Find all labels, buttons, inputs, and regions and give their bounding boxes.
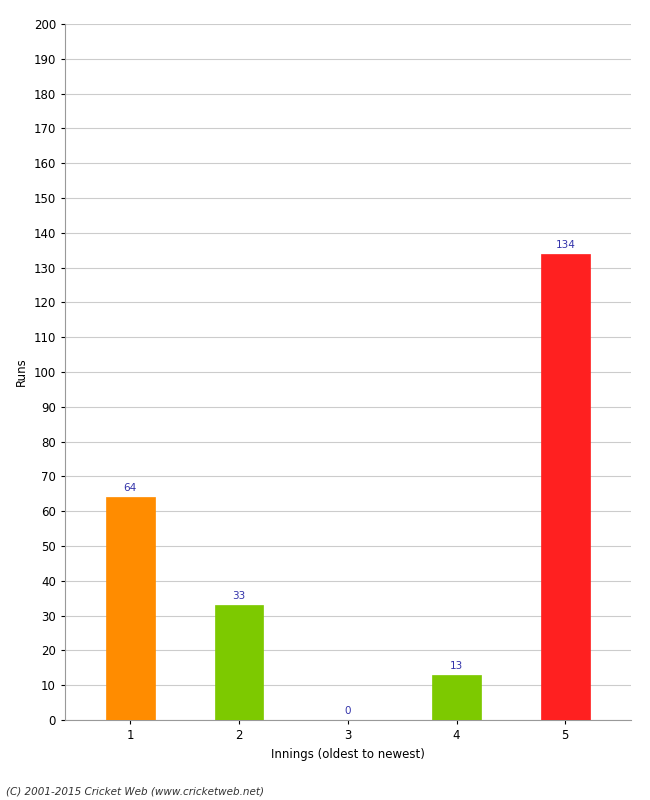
X-axis label: Innings (oldest to newest): Innings (oldest to newest) [271,747,424,761]
Text: 13: 13 [450,661,463,670]
Bar [214,605,263,720]
Text: (C) 2001-2015 Cricket Web (www.cricketweb.net): (C) 2001-2015 Cricket Web (www.cricketwe… [6,786,265,796]
Text: 33: 33 [233,591,246,601]
Bar [541,254,590,720]
Text: 64: 64 [124,483,137,493]
Bar [106,498,155,720]
Text: 134: 134 [555,239,575,250]
Bar [432,674,481,720]
Y-axis label: Runs: Runs [15,358,28,386]
Text: 0: 0 [344,706,351,716]
